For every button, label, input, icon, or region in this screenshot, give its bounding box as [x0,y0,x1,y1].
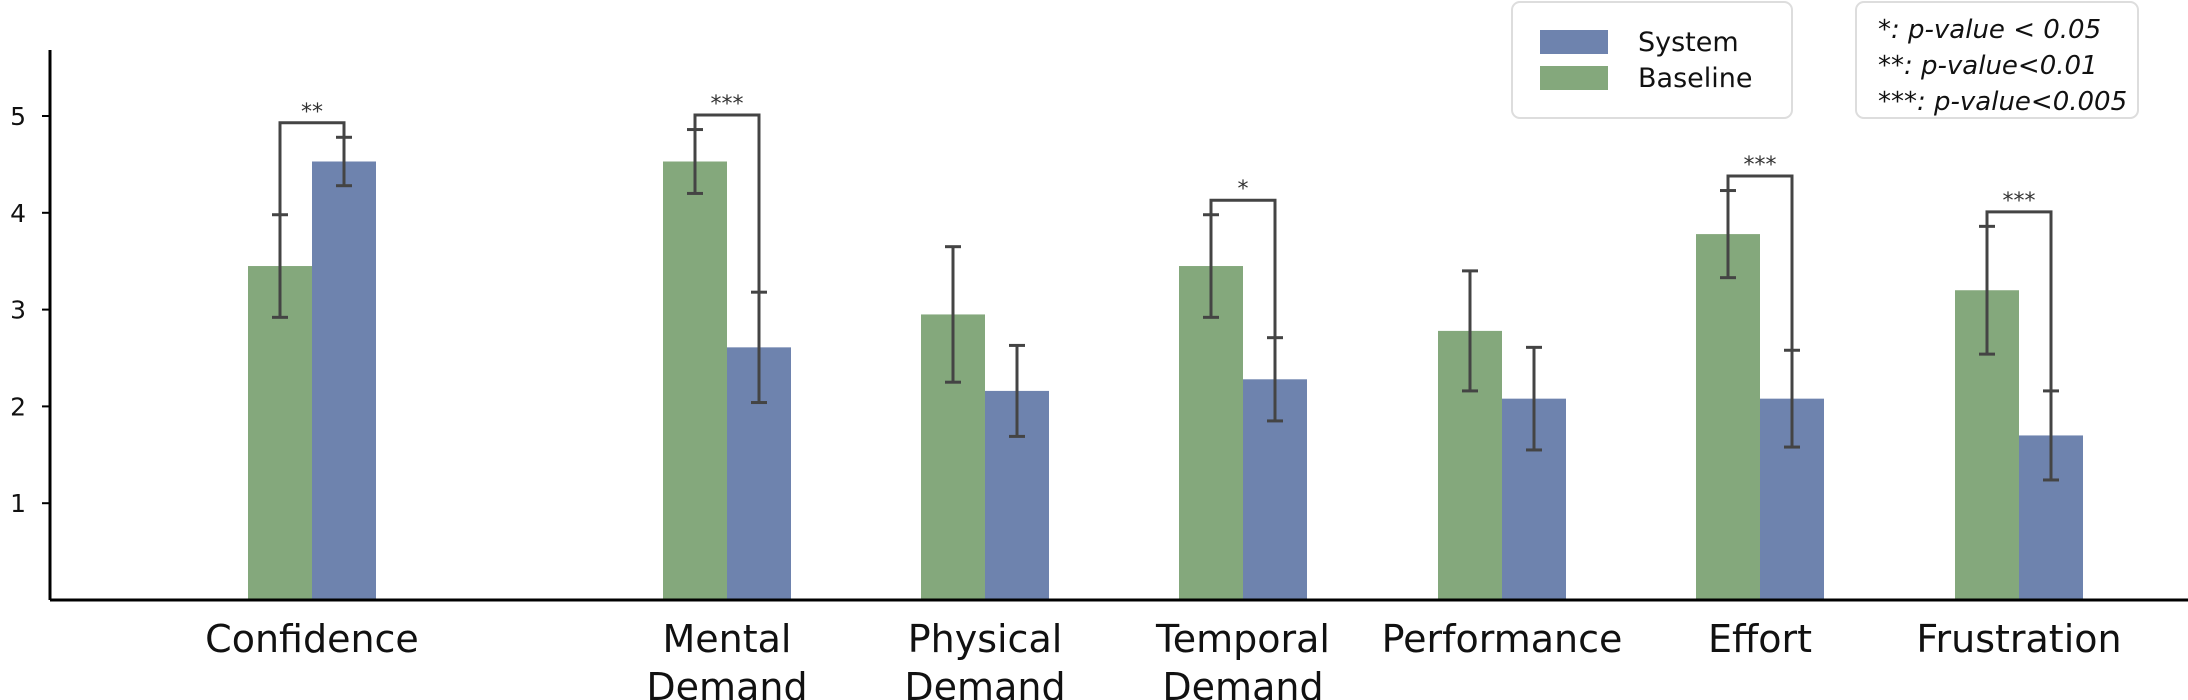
significance-note: *: p-value < 0.05 [1878,15,2101,45]
significance-bracket [278,121,346,215]
y-tick-label: 1 [10,489,26,518]
category-label-line: Mental [663,617,792,661]
legend-frame [1511,1,1793,119]
significance-marker: *** [2003,189,2036,214]
category-label: Frustration [1916,617,2121,661]
category-label-line: Physical [908,617,1063,661]
category-label-line: Performance [1382,617,1623,661]
category-label-line: Demand [1162,665,1323,700]
category-label-line: Demand [904,665,1065,700]
significance-key: *: p-value < 0.05 **: p-value<0.01 ***: p-… [1855,1,2139,119]
significance-bracket [1985,210,2053,391]
category-label: Performance [1382,617,1623,661]
legend-label: System [1638,27,1739,58]
bars-layer [248,161,2083,600]
significance-bracket [693,113,761,293]
category-label-line: Confidence [205,617,419,661]
category-label: Temporal Demand [1155,617,1330,700]
significance-note: ***: p-value<0.005 [1878,87,2127,117]
category-label: Physical Demand [904,617,1065,700]
category-label: Mental Demand [646,617,807,700]
note-frame [1855,1,2139,119]
bar-baseline [248,266,312,600]
bar-system [312,161,376,600]
category-label-line: Effort [1708,617,1812,661]
significance-bracket [1209,198,1277,338]
significance-marker: ** [301,100,323,125]
bar-baseline [663,161,727,600]
legend: System Baseline [1511,1,1793,119]
y-tick-label: 5 [10,102,26,131]
error-bars-layer [272,128,2059,482]
category-label: Effort [1708,617,1812,661]
y-tick-label: 2 [10,392,26,421]
legend-swatch [1540,30,1608,54]
category-label-line: Demand [646,665,807,700]
significance-marker: *** [1744,153,1777,178]
legend-label: Baseline [1638,63,1752,94]
significance-bracket [1726,174,1794,351]
bar-baseline [1179,266,1243,600]
legend-swatch [1540,66,1608,90]
category-label-line: Frustration [1916,617,2121,661]
y-tick-label: 4 [10,199,26,228]
category-label-line: Temporal [1155,617,1330,661]
significance-layer: ** ********** [278,92,2053,391]
bar-baseline [1696,234,1760,600]
significance-marker: *** [711,92,744,117]
significance-marker: * [1238,177,1249,202]
category-label: Confidence [205,617,419,661]
significance-note: **: p-value<0.01 [1878,51,2098,81]
y-tick-label: 3 [10,296,26,325]
